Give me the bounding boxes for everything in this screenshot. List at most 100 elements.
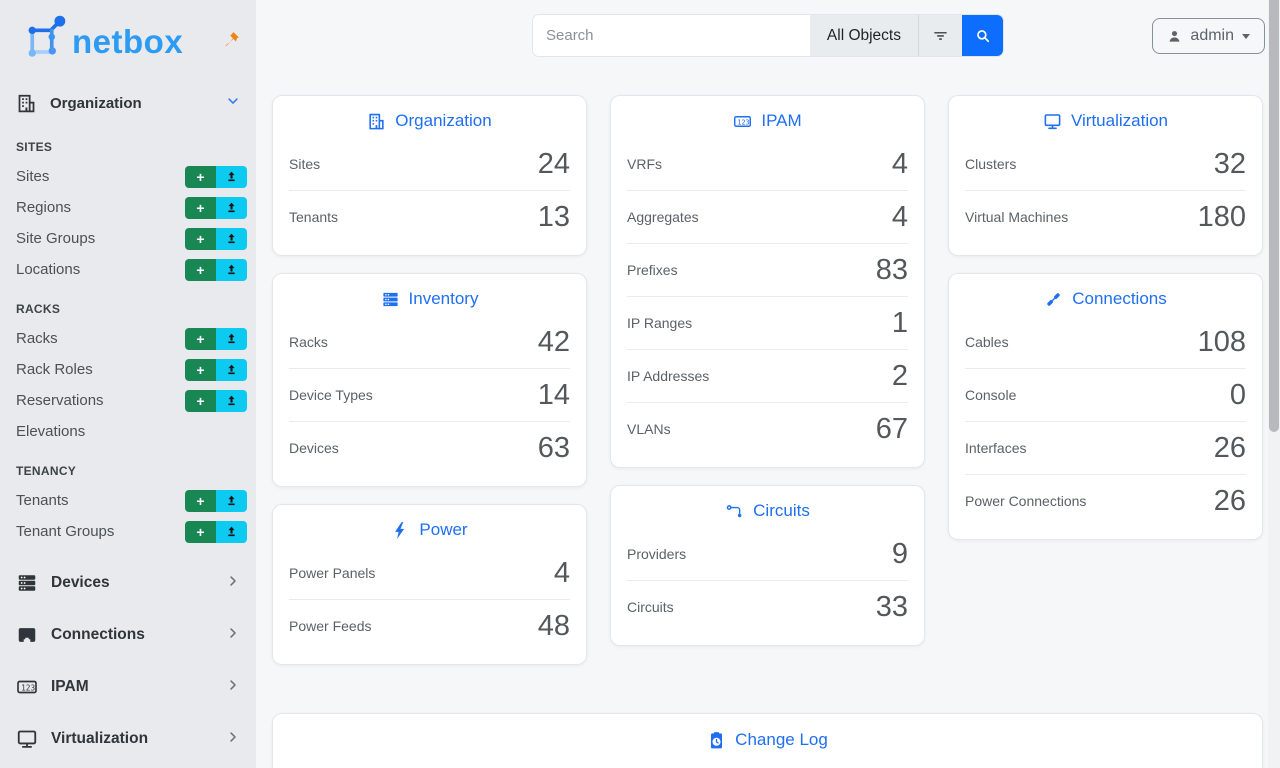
sidebar-link[interactable]: Rack Roles + [0,354,256,385]
card-title-inventory[interactable]: Inventory [289,274,570,316]
sidebar-item-ipam[interactable]: IPAM [0,661,256,713]
stat-label: VRFs [627,156,662,172]
sidebar-link[interactable]: Site Groups + [0,223,256,254]
stat-value[interactable]: 33 [875,591,908,623]
card-title-ipam[interactable]: IPAM [627,96,908,138]
stat-value[interactable]: 0 [1229,379,1246,411]
add-button[interactable]: + [185,327,216,350]
import-button[interactable] [216,389,247,412]
counter-icon [733,112,752,131]
import-button[interactable] [216,196,247,219]
sidebar-link[interactable]: Locations + [0,254,256,285]
quick-actions: + [185,165,247,188]
stat-value[interactable]: 42 [537,326,570,358]
add-button[interactable]: + [185,358,216,381]
stat-value[interactable]: 9 [891,538,908,570]
stat-value[interactable]: 4 [553,557,570,589]
import-button[interactable] [216,227,247,250]
sidebar-link[interactable]: Regions + [0,192,256,223]
import-button[interactable] [216,358,247,381]
stat-row: Racks 42 [289,316,570,368]
sidebar-link[interactable]: Tenant Groups + [0,516,256,547]
search-bar: All Objects [533,15,1003,56]
stat-row: VRFs 4 [627,138,908,190]
quick-actions: + [185,489,247,512]
import-button[interactable] [216,489,247,512]
stat-value[interactable]: 180 [1197,201,1246,233]
sidebar-link[interactable]: Racks + [0,323,256,354]
sidebar-link-label: Regions [16,199,72,216]
card-title-connections[interactable]: Connections [965,274,1246,316]
sidebar-link[interactable]: Elevations [0,416,256,447]
stat-value[interactable]: 67 [875,413,908,445]
grid-column-3: Virtualization Clusters 32 Virtual Machi… [948,95,1263,540]
search-scope-selector[interactable]: All Objects [809,15,918,56]
add-button[interactable]: + [185,196,216,219]
user-menu-button[interactable]: admin [1152,18,1265,54]
stat-value[interactable]: 2 [891,360,908,392]
stat-value[interactable]: 48 [537,610,570,642]
card-inventory: Inventory Racks 42 Device Types 14 De [272,273,587,487]
card-title-circuits[interactable]: Circuits [627,486,908,528]
counter-icon [16,676,38,698]
stat-row: IP Addresses 2 [627,349,908,402]
stat-value[interactable]: 1 [891,307,908,339]
stat-label: Circuits [627,599,674,615]
sidebar-item-connections[interactable]: Connections [0,609,256,661]
sidebar-item-virtualization[interactable]: Virtualization [0,713,256,765]
stat-value[interactable]: 13 [537,201,570,233]
filter-button[interactable] [918,15,962,56]
import-button[interactable] [216,520,247,543]
card-title-changelog[interactable]: Change Log [273,714,1262,757]
quick-actions: + [185,520,247,543]
import-button[interactable] [216,258,247,281]
stat-value[interactable]: 4 [891,148,908,180]
search-input[interactable] [533,15,810,56]
sidebar-link[interactable]: Sites + [0,161,256,192]
sidebar-item-devices[interactable]: Devices [0,557,256,609]
server-stack-icon [381,290,400,309]
add-button[interactable]: + [185,165,216,188]
scrollbar-track[interactable] [1268,0,1280,768]
clipboard-clock-icon [707,731,726,750]
sidebar-link[interactable]: Reservations + [0,385,256,416]
stat-value[interactable]: 24 [537,148,570,180]
add-button[interactable]: + [185,389,216,412]
card-title-virtualization[interactable]: Virtualization [965,96,1246,138]
stat-label: Devices [289,440,339,456]
stat-value[interactable]: 4 [891,201,908,233]
card-virtualization: Virtualization Clusters 32 Virtual Machi… [948,95,1263,256]
stat-value[interactable]: 14 [537,379,570,411]
import-button[interactable] [216,327,247,350]
stat-label: Prefixes [627,262,678,278]
sidebar-link[interactable]: Tenants + [0,485,256,516]
card-title-organization[interactable]: Organization [289,96,570,138]
stat-row: Power Panels 4 [289,547,570,599]
card-circuits: Circuits Providers 9 Circuits 33 [610,485,925,646]
scrollbar-thumb[interactable] [1269,0,1279,432]
stat-label: VLANs [627,421,671,437]
search-button[interactable] [962,15,1003,56]
stat-value[interactable]: 63 [537,432,570,464]
sidebar-link-label: Tenant Groups [16,523,115,540]
sidebar-item-organization[interactable]: Organization [0,84,256,123]
card-title-power[interactable]: Power [289,505,570,547]
stat-value[interactable]: 26 [1213,432,1246,464]
add-button[interactable]: + [185,227,216,250]
stat-value[interactable]: 83 [875,254,908,286]
pin-sidebar-icon[interactable] [222,31,240,52]
add-button[interactable]: + [185,258,216,281]
stat-value[interactable]: 32 [1213,148,1246,180]
sidebar-link-label: Rack Roles [16,361,93,378]
stat-label: IP Ranges [627,315,693,331]
card-power: Power Power Panels 4 Power Feeds 48 [272,504,587,665]
stat-value[interactable]: 108 [1197,326,1246,358]
import-button[interactable] [216,165,247,188]
netbox-logo-text[interactable]: netbox [72,22,184,60]
stat-value[interactable]: 26 [1213,485,1246,517]
netbox-logo-icon[interactable] [14,13,70,70]
sidebar: netbox Organization SITES Sites + Region… [0,0,256,768]
add-button[interactable]: + [185,489,216,512]
sidebar-link-label: Reservations [16,392,104,409]
add-button[interactable]: + [185,520,216,543]
